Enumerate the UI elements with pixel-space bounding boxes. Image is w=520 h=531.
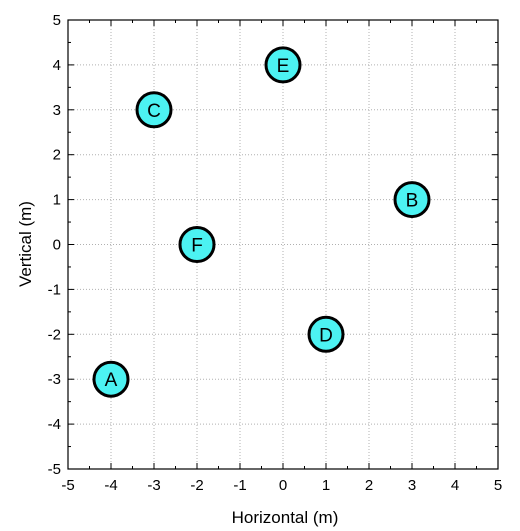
y-axis-label: Vertical (m) (16, 201, 35, 287)
x-tick-label: -5 (61, 477, 74, 494)
point-marker (135, 91, 173, 129)
point-label: C (147, 101, 161, 122)
grid-lines (68, 20, 498, 469)
y-tick-label: -4 (48, 416, 61, 433)
point-marker (307, 315, 345, 353)
point-label: B (406, 191, 419, 212)
y-tick-label: 4 (53, 57, 61, 74)
point-e: E (264, 46, 302, 84)
point-label: F (191, 236, 203, 257)
point-label: E (277, 56, 290, 77)
x-tick-label: -3 (147, 477, 160, 494)
y-tick-label: 3 (53, 102, 61, 119)
x-axis-ticks: -5 -4 -3 -2 -1 0 1 2 3 4 5 (61, 20, 502, 494)
point-a: A (92, 360, 130, 398)
point-label: D (319, 325, 333, 346)
y-axis-ticks: -5 -4 -3 -2 -1 0 1 2 3 4 5 (48, 12, 498, 478)
x-tick-label: 3 (408, 477, 416, 494)
point-marker (178, 226, 216, 263)
x-tick-label: 5 (494, 477, 502, 494)
point-c: C (135, 91, 173, 129)
x-tick-label: 0 (279, 477, 287, 494)
x-tick-label: 2 (365, 477, 373, 494)
x-tick-label: -4 (104, 477, 117, 494)
y-tick-label: 1 (53, 192, 61, 209)
point-marker (264, 46, 302, 84)
point-f: F (178, 226, 216, 263)
point-d: D (307, 315, 345, 353)
y-tick-label: 2 (53, 147, 61, 164)
x-tick-label: 1 (322, 477, 330, 494)
y-tick-label: 5 (53, 12, 61, 29)
y-tick-label: -2 (48, 326, 61, 343)
point-label: A (105, 370, 118, 391)
x-tick-label: -1 (233, 477, 246, 494)
point-marker (92, 360, 130, 398)
y-tick-label: -5 (48, 461, 61, 478)
y-tick-label: -3 (48, 371, 61, 388)
x-tick-label: -2 (190, 477, 203, 494)
point-marker (393, 181, 431, 219)
x-tick-label: 4 (451, 477, 459, 494)
data-points: A B C D E F (92, 46, 431, 398)
point-b: B (393, 181, 431, 219)
y-tick-label: 0 (53, 237, 61, 254)
x-axis-label: Horizontal (m) (232, 508, 339, 527)
y-tick-label: -1 (48, 281, 61, 298)
